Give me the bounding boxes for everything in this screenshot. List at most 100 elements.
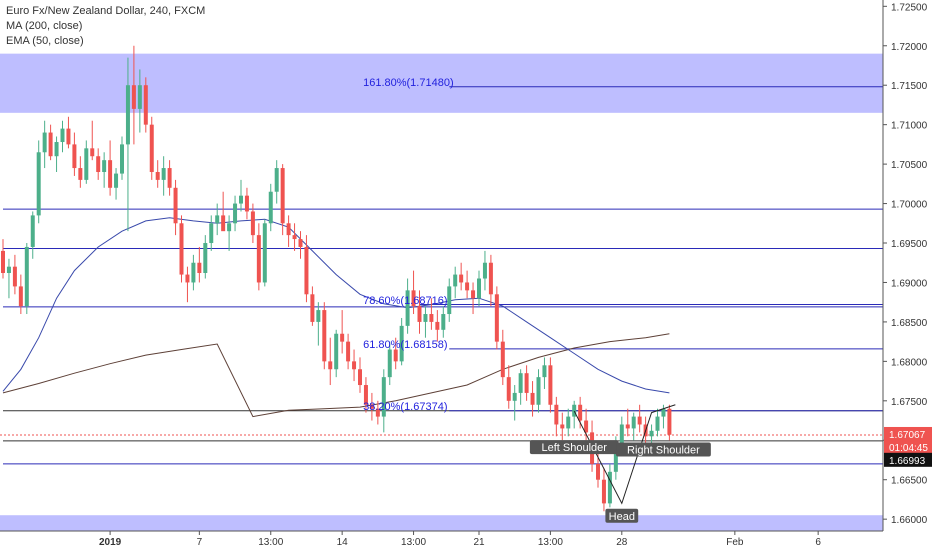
time-tick-label: 14 xyxy=(337,537,349,548)
time-tick-label: 7 xyxy=(197,537,203,548)
candle-body xyxy=(328,361,333,370)
candle-body xyxy=(250,211,255,236)
candle-body xyxy=(24,246,29,307)
line-price-value: 1.66993 xyxy=(889,456,926,467)
pattern-label-text: Right Shoulder xyxy=(627,445,700,457)
candle-body xyxy=(375,408,380,417)
price-tick-label: 1.72500 xyxy=(891,2,928,13)
price-tick-label: 1.67500 xyxy=(891,397,928,408)
candle-body xyxy=(18,286,23,307)
candle-body xyxy=(619,424,624,445)
candle-body xyxy=(316,310,321,322)
time-tick-label: 6 xyxy=(815,537,821,548)
chart-title: Euro Fx/New Zealand Dollar, 240, FXCM xyxy=(6,5,206,17)
candle-body xyxy=(482,262,487,279)
candle-body xyxy=(363,385,368,405)
candle-body xyxy=(405,290,410,326)
candle-body xyxy=(233,203,238,224)
candle-body xyxy=(358,369,362,386)
candle-body xyxy=(131,85,136,109)
candle-body xyxy=(625,424,630,429)
candle-body xyxy=(512,392,517,401)
candle-body xyxy=(471,290,476,299)
pattern-label-text: Left Shoulder xyxy=(541,442,607,454)
candle-body xyxy=(601,479,606,504)
price-tick-label: 1.72000 xyxy=(891,42,928,53)
candle-body xyxy=(334,333,339,370)
price-tick-label: 1.71000 xyxy=(891,121,928,132)
time-axis-panel xyxy=(0,531,932,550)
candle-body xyxy=(488,262,493,295)
candle-body xyxy=(506,377,511,401)
candle-body xyxy=(500,341,505,378)
pattern-label-bg xyxy=(616,442,711,457)
time-tick-label: 2019 xyxy=(99,537,122,548)
pattern-label-text: Head xyxy=(609,511,635,523)
candle-body xyxy=(613,444,618,472)
candle-body xyxy=(6,266,11,273)
candle-body xyxy=(78,168,83,180)
candle-body xyxy=(173,187,178,224)
candle-body xyxy=(262,223,267,283)
candle-body xyxy=(584,420,589,433)
candle-body xyxy=(631,416,636,429)
candle-body xyxy=(477,278,481,299)
candle-body xyxy=(137,85,142,109)
candle-body xyxy=(72,144,77,169)
candle-body xyxy=(84,148,89,180)
candle-body xyxy=(578,404,583,421)
candle-body xyxy=(560,424,565,429)
candle-body xyxy=(399,325,404,362)
candle-body xyxy=(1,250,5,273)
pattern-label: Head xyxy=(605,508,639,523)
candle-body xyxy=(191,262,196,283)
price-tick-label: 1.66500 xyxy=(891,476,928,487)
candle-body xyxy=(429,314,434,322)
candle-body xyxy=(143,85,148,125)
candle-body xyxy=(536,377,541,405)
candle-body xyxy=(447,286,452,315)
candle-body xyxy=(459,274,464,283)
candle-body xyxy=(572,404,577,417)
candle-body xyxy=(387,349,392,378)
candle-body xyxy=(90,148,95,157)
time-tick-label: Feb xyxy=(726,537,744,548)
candle-body xyxy=(369,404,374,409)
pattern-label: Left Shoulder xyxy=(529,440,619,455)
candle-body xyxy=(554,404,559,425)
candle-body xyxy=(60,128,65,143)
ema50-line xyxy=(2,217,670,394)
candle-body xyxy=(203,243,208,273)
candle-body xyxy=(244,195,249,212)
candle-body xyxy=(102,160,107,173)
line-price-badge: 1.66993 xyxy=(884,452,932,467)
candle-body xyxy=(12,266,17,287)
candle-body xyxy=(179,223,184,275)
candle-body xyxy=(310,294,315,322)
candle-body xyxy=(435,321,440,330)
candle-body xyxy=(42,132,47,153)
candle-body xyxy=(322,310,327,362)
candle-body xyxy=(453,274,458,287)
price-tick-label: 1.71500 xyxy=(891,81,928,92)
candle-body xyxy=(197,262,202,273)
candle-body xyxy=(655,416,660,431)
pattern-label-bg xyxy=(605,508,639,523)
candle-body xyxy=(268,191,273,224)
price-tick-label: 1.70000 xyxy=(891,200,928,211)
candle-body xyxy=(209,223,214,244)
candle-body xyxy=(227,223,232,232)
candle-body xyxy=(596,463,600,480)
candle-body xyxy=(417,306,422,322)
candle-body xyxy=(280,168,285,224)
candle-body xyxy=(661,408,666,417)
chart-legend: Euro Fx/New Zealand Dollar, 240, FXCM MA… xyxy=(6,4,205,49)
price-tick-label: 1.68500 xyxy=(891,318,928,329)
candle-body xyxy=(667,408,672,435)
candle-countdown: 01:04:45 xyxy=(889,443,928,454)
time-tick-label: 28 xyxy=(616,537,628,548)
price-tick-label: 1.70500 xyxy=(891,160,928,171)
last-price-badge-bg xyxy=(884,426,932,455)
candle-body xyxy=(108,160,113,188)
